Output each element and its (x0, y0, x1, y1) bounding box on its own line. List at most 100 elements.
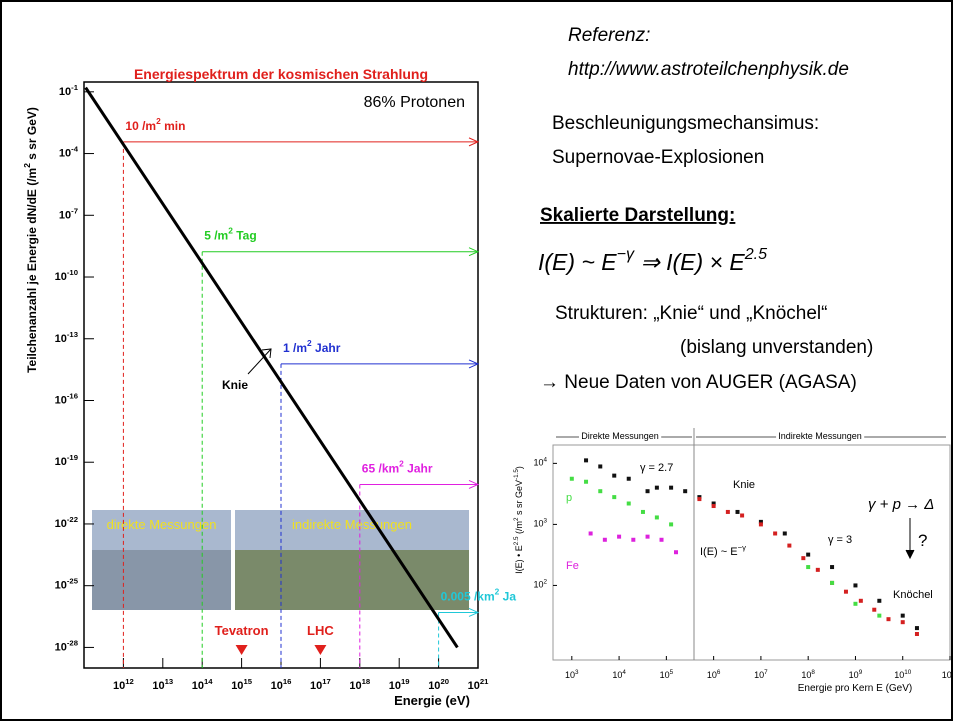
annotation: ? (918, 531, 927, 550)
flux-arrowhead (468, 247, 480, 257)
y-tick-label: 10-1 (59, 82, 79, 97)
data-point (872, 607, 877, 612)
x-axis-label: Energie pro Kern E (GeV) (798, 683, 913, 694)
x-axis-label: Energie (eV) (394, 693, 470, 708)
y-tick-label: 103 (533, 518, 547, 529)
data-point (669, 522, 674, 527)
photo-label: indirekte Messungen (292, 517, 412, 532)
data-point (830, 580, 835, 585)
annotation: I(E) ~ E−γ (700, 543, 746, 558)
plot-frame (552, 444, 951, 661)
y-tick-label: 10-13 (55, 329, 78, 344)
data-point (602, 537, 607, 542)
y-axis-label: Teilchenanzahl je Energie dN/dE (/m2 s s… (22, 107, 39, 373)
data-point (914, 632, 919, 637)
structures-note: (bislang unverstanden) (680, 337, 873, 358)
flux-label: 10 /m2 min (125, 116, 185, 133)
data-point (645, 489, 650, 494)
annotation: Knöchel (893, 589, 933, 601)
data-point (669, 485, 674, 490)
x-tick-label: 104 (612, 669, 626, 680)
x-tick-label: 1012 (113, 677, 134, 692)
x-tick-label: 107 (754, 669, 768, 680)
annotation: γ = 2.7 (640, 462, 673, 474)
reference-url: http://www.astroteilchenphysik.de (568, 59, 849, 80)
flux-label: 65 /km2 Jahr (362, 459, 433, 476)
data-point (815, 567, 820, 572)
data-point (697, 497, 702, 502)
region-label: Indirekte Messungen (778, 431, 862, 441)
data-point (674, 550, 679, 555)
knee-arrow (247, 348, 272, 375)
y-tick-label: 10-4 (59, 144, 79, 159)
flux-arrowhead (468, 359, 480, 369)
x-tick-label: 103 (565, 669, 579, 680)
region-label: Direkte Messungen (581, 431, 659, 441)
data-point (900, 613, 905, 618)
reference-label: Referenz: (568, 25, 650, 46)
y-tick-label: 104 (533, 457, 547, 468)
data-point (617, 534, 622, 539)
mechanism-value: Supernovae-Explosionen (552, 147, 764, 168)
annotation: γ + p → Δ (868, 496, 934, 513)
data-point (631, 537, 636, 542)
data-point (626, 501, 631, 506)
x-tick-label: 108 (801, 669, 815, 680)
data-point (598, 489, 603, 494)
data-point (598, 464, 603, 469)
y-tick-label: 10-22 (55, 514, 78, 529)
data-point (877, 613, 882, 618)
structures: Strukturen: „Knie“ und „Knöchel“ (555, 303, 827, 324)
knee-label: Knie (222, 378, 248, 392)
data-point (612, 495, 617, 500)
x-tick-label: 1019 (389, 677, 410, 692)
data-point (782, 531, 787, 536)
data-point (683, 489, 688, 494)
x-tick-label: 1018 (349, 677, 371, 692)
data-point (900, 620, 905, 625)
y-tick-label: 10-7 (59, 206, 78, 221)
data-point (758, 522, 763, 527)
data-point (914, 626, 919, 631)
flux-label: 1 /m2 Jahr (283, 338, 341, 355)
data-point (654, 515, 659, 520)
data-point (843, 589, 848, 594)
x-tick-label: 1021 (468, 677, 490, 692)
x-tick-label: 1015 (231, 677, 253, 692)
data-point (640, 509, 645, 514)
data-point (806, 565, 811, 570)
mechanism: Beschleunigungsmechansimus: (552, 113, 819, 134)
data-point (758, 519, 763, 524)
data-point (877, 598, 882, 603)
data-point (773, 531, 778, 536)
scaled-chart: 103 104 105 106 107 108 109 1010 1011 102 103 104 En… (513, 428, 953, 694)
data-point (725, 509, 730, 514)
data-point (584, 479, 589, 484)
y-tick-label: 10-28 (55, 638, 79, 653)
spectrum-chart: direkte Messungen indirekte Messungen 1012… (22, 66, 516, 709)
annotation: Knie (733, 479, 755, 491)
knee-arrowhead (261, 348, 272, 359)
x-tick-label: 1017 (310, 677, 331, 692)
x-tick-label: 1013 (152, 677, 173, 692)
y-tick-label: 10-10 (55, 268, 78, 283)
chart-title: Energiespektrum der kosmischen Strahlung (134, 66, 428, 82)
accelerator-marker (314, 645, 327, 655)
data-point (853, 601, 858, 606)
data-point (886, 617, 891, 622)
flux-label: 5 /m2 Tag (204, 226, 256, 243)
y-tick-label: 102 (533, 579, 547, 590)
accelerator-label: LHC (307, 623, 334, 638)
data-point (584, 458, 589, 463)
series-label: Fe (566, 560, 579, 572)
x-tick-label: 105 (660, 669, 674, 680)
photo-label: direkte Messungen (107, 517, 217, 532)
data-point (588, 531, 593, 536)
x-tick-label: 1020 (428, 677, 449, 692)
data-point (853, 583, 858, 588)
annotation: γ = 3 (828, 534, 852, 546)
x-tick-label: 109 (849, 669, 863, 680)
flux-arrowhead (468, 480, 480, 489)
y-tick-label: 10-25 (55, 576, 79, 591)
